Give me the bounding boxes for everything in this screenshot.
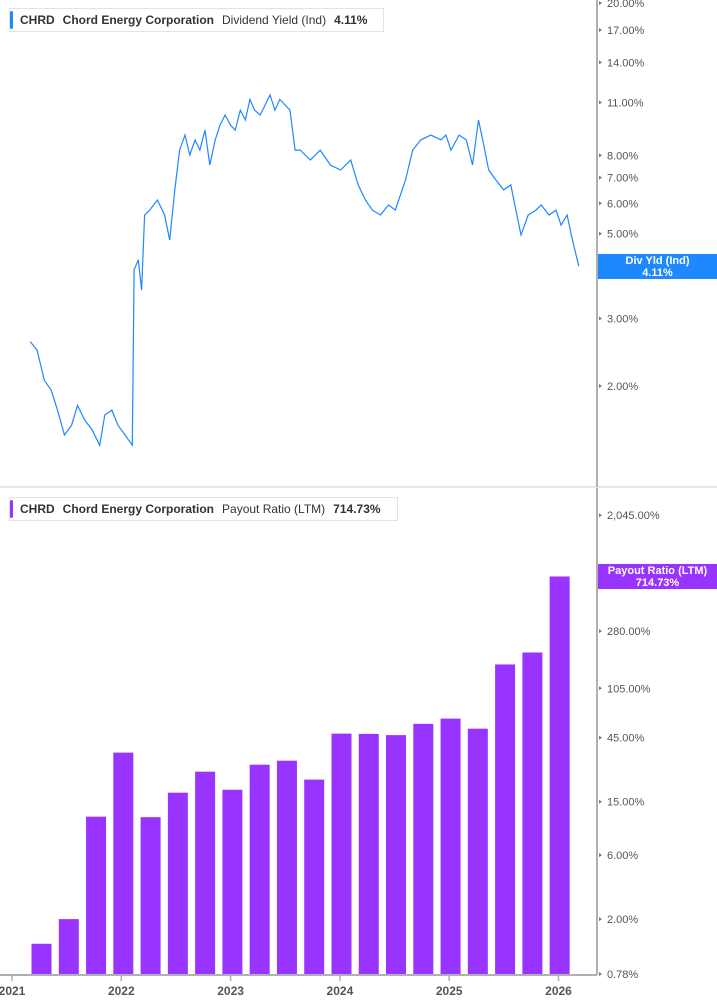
top-y-tick-label: 6.00% bbox=[607, 198, 638, 210]
top-y-tick-mark bbox=[599, 175, 602, 180]
bottom-y-tick-mark bbox=[599, 799, 602, 804]
top-y-tick-label: 11.00% bbox=[607, 97, 644, 109]
top-y-tick-mark bbox=[599, 316, 602, 321]
bottom-y-tick-mark bbox=[599, 917, 602, 922]
top-y-tick-label: 7.00% bbox=[607, 173, 638, 185]
legend-ticker: CHRD bbox=[20, 502, 55, 516]
bottom-y-tick-label: 2,045.00% bbox=[607, 510, 660, 522]
top-y-tick-label: 2.00% bbox=[607, 381, 638, 393]
top-y-tick-label: 5.00% bbox=[607, 229, 638, 241]
x-tick-label: 2024 bbox=[327, 984, 354, 998]
top-y-tick-mark bbox=[599, 28, 602, 33]
payout-bar bbox=[304, 779, 325, 974]
payout-bar bbox=[31, 943, 52, 974]
bottom-y-tick-label: 105.00% bbox=[607, 683, 651, 695]
legend-company: Chord Energy Corporation bbox=[62, 502, 215, 516]
legend-metric: Payout Ratio (LTM) bbox=[222, 502, 326, 516]
bottom-y-tick-mark bbox=[599, 972, 602, 976]
payout-bar bbox=[140, 817, 161, 974]
top-y-tick-mark bbox=[599, 153, 602, 158]
top-y-tick-label: 20.00% bbox=[607, 0, 645, 10]
top-y-tick-mark bbox=[599, 1, 602, 5]
bottom-y-tick-label: 45.00% bbox=[607, 733, 645, 745]
payout-bar bbox=[522, 652, 543, 974]
bottom-y-tick-mark bbox=[599, 513, 602, 518]
legend-metric: Dividend Yield (Ind) bbox=[222, 13, 327, 27]
legend-color-bar bbox=[10, 11, 13, 29]
top-y-tick-label: 14.00% bbox=[607, 57, 645, 69]
payout-bar bbox=[413, 723, 434, 974]
tag-value: 714.73% bbox=[635, 577, 680, 589]
legend-value: 4.11% bbox=[334, 13, 368, 27]
tag-value: 4.11% bbox=[642, 267, 673, 279]
bottom-y-tick-mark bbox=[599, 853, 602, 858]
bottom-y-tick-mark bbox=[599, 629, 602, 634]
top-legend[interactable]: CHRD Chord Energy Corporation Dividend Y… bbox=[9, 8, 385, 32]
payout-bar bbox=[467, 728, 488, 974]
payout-value-tag: Payout Ratio (LTM) 714.73% bbox=[598, 564, 717, 589]
payout-bar bbox=[167, 792, 188, 974]
legend-ticker: CHRD bbox=[20, 13, 55, 27]
bottom-y-tick-label: 0.78% bbox=[607, 969, 638, 981]
legend-value: 714.73% bbox=[333, 502, 381, 516]
top-y-tick-mark bbox=[599, 201, 602, 206]
payout-bar bbox=[58, 919, 79, 974]
x-tick-label: 2023 bbox=[217, 984, 244, 998]
x-tick-label: 2021 bbox=[0, 984, 26, 998]
payout-bar bbox=[331, 733, 352, 974]
bottom-y-tick-mark bbox=[599, 686, 602, 691]
top-y-tick-mark bbox=[599, 231, 602, 236]
payout-bar bbox=[113, 752, 134, 974]
payout-bar bbox=[358, 733, 379, 974]
payout-bar bbox=[386, 735, 407, 974]
dividend-yield-line bbox=[29, 93, 580, 448]
x-tick-label: 2022 bbox=[108, 984, 135, 998]
top-y-tick-label: 8.00% bbox=[607, 150, 638, 162]
x-tick-label: 2026 bbox=[545, 984, 572, 998]
payout-bar bbox=[495, 664, 516, 974]
top-y-tick-mark bbox=[599, 100, 602, 105]
payout-bar bbox=[195, 771, 216, 974]
x-tick-label: 2025 bbox=[436, 984, 463, 998]
payout-bar bbox=[276, 760, 297, 974]
tag-label: Payout Ratio (LTM) bbox=[607, 565, 708, 577]
payout-bar bbox=[222, 789, 243, 974]
bottom-y-tick-label: 15.00% bbox=[607, 797, 645, 809]
top-y-tick-mark bbox=[599, 60, 602, 65]
bottom-legend[interactable]: CHRD Chord Energy Corporation Payout Rat… bbox=[9, 497, 398, 521]
bottom-y-tick-label: 6.00% bbox=[607, 850, 638, 862]
yield-value-tag: Div Yld (Ind) 4.11% bbox=[598, 254, 717, 279]
tag-label: Div Yld (Ind) bbox=[625, 255, 690, 267]
top-y-tick-label: 3.00% bbox=[607, 314, 638, 326]
top-y-tick-mark bbox=[599, 384, 602, 388]
top-y-tick-label: 17.00% bbox=[607, 25, 645, 37]
payout-bar bbox=[440, 718, 461, 974]
legend-company: Chord Energy Corporation bbox=[62, 13, 215, 27]
payout-bar bbox=[549, 576, 570, 974]
legend-color-bar bbox=[10, 500, 13, 518]
bottom-y-tick-mark bbox=[599, 735, 602, 740]
bottom-y-tick-label: 2.00% bbox=[607, 914, 638, 926]
payout-bar bbox=[86, 816, 107, 974]
payout-bar bbox=[249, 764, 270, 974]
bottom-y-tick-label: 280.00% bbox=[607, 626, 651, 638]
